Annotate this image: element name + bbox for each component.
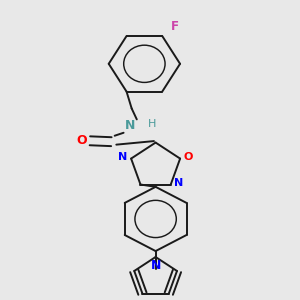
Text: N: N bbox=[150, 259, 161, 272]
Text: O: O bbox=[76, 134, 87, 147]
Text: N: N bbox=[118, 152, 128, 162]
Text: N: N bbox=[174, 178, 184, 188]
Text: H: H bbox=[148, 119, 156, 129]
Text: O: O bbox=[184, 152, 193, 162]
Text: N: N bbox=[125, 119, 135, 132]
Text: F: F bbox=[170, 20, 178, 33]
